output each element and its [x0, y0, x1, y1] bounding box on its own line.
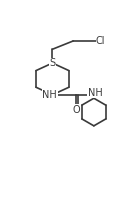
- Text: NH: NH: [88, 88, 103, 98]
- Text: O: O: [72, 105, 80, 115]
- Text: S: S: [49, 58, 55, 68]
- Text: NH: NH: [42, 90, 57, 100]
- Text: Cl: Cl: [96, 36, 105, 46]
